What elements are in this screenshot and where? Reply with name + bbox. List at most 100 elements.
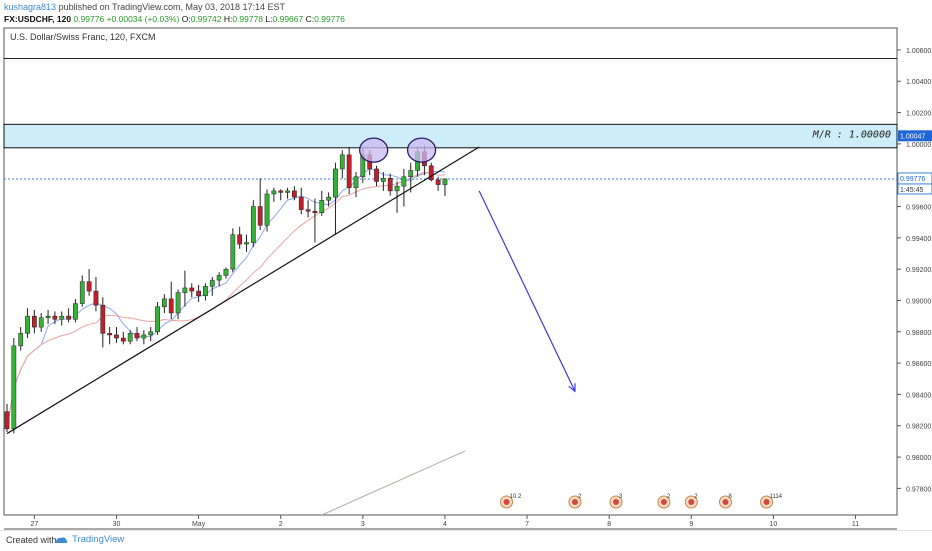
candle-body[interactable] xyxy=(428,165,434,181)
candle-body[interactable] xyxy=(223,268,229,276)
candle-body[interactable] xyxy=(59,315,65,320)
candle-body[interactable] xyxy=(285,190,290,193)
candle-body[interactable] xyxy=(387,178,393,192)
candle-body[interactable] xyxy=(127,333,133,342)
close-value: 0.99776 xyxy=(314,14,345,24)
candle-body[interactable] xyxy=(182,287,188,293)
publish-info: kushagra813 published on TradingView.com… xyxy=(4,2,285,12)
support-trendline[interactable] xyxy=(6,146,480,435)
candle-body[interactable] xyxy=(230,234,236,270)
open-label: O: xyxy=(181,14,191,24)
zone-price-text: 1.00047 xyxy=(900,133,925,140)
candle-body[interactable] xyxy=(38,317,44,328)
zone-label: M/R : 1.00000 xyxy=(812,129,891,140)
candle-body[interactable] xyxy=(148,331,154,336)
double-top-ellipse[interactable] xyxy=(359,137,389,163)
candle-body[interactable] xyxy=(237,234,243,245)
x-tick-label: 2 xyxy=(279,521,283,528)
candle-body[interactable] xyxy=(107,333,113,336)
candle-body[interactable] xyxy=(264,193,270,226)
candle-body[interactable] xyxy=(155,306,160,333)
candle-body[interactable] xyxy=(73,303,78,320)
flag-icon xyxy=(688,499,695,505)
high-label: H: xyxy=(223,14,233,24)
candle-body[interactable] xyxy=(93,290,99,306)
candle-body[interactable] xyxy=(394,185,400,192)
candle-body[interactable] xyxy=(353,176,359,188)
event-count: 2 xyxy=(694,494,698,500)
candle-body[interactable] xyxy=(66,315,71,320)
candle-body[interactable] xyxy=(189,287,195,292)
candle-body[interactable] xyxy=(162,298,167,307)
author-link[interactable]: kushagra813 xyxy=(4,2,57,12)
candle-body[interactable] xyxy=(196,290,201,297)
tradingview-logo-icon xyxy=(55,537,67,543)
candle-body[interactable] xyxy=(244,242,249,245)
plot-area[interactable] xyxy=(3,27,898,516)
candle-body[interactable] xyxy=(52,315,58,320)
candle-body[interactable] xyxy=(298,196,304,210)
candle-body[interactable] xyxy=(100,304,106,334)
flag-icon xyxy=(613,499,620,505)
candle-body[interactable] xyxy=(203,286,208,297)
candle-body[interactable] xyxy=(435,179,441,185)
candle-body[interactable] xyxy=(4,411,10,430)
candle-body[interactable] xyxy=(11,345,17,430)
candle-body[interactable] xyxy=(257,206,263,226)
candle-body[interactable] xyxy=(32,315,37,328)
candle-body[interactable] xyxy=(25,315,30,334)
candle-body[interactable] xyxy=(250,206,256,243)
price-chart[interactable]: U.S. Dollar/Swiss Franc, 120, FXCM M/R : … xyxy=(0,0,932,530)
candle-body[interactable] xyxy=(271,190,277,195)
candle-body[interactable] xyxy=(305,209,311,212)
x-tick-label: 9 xyxy=(689,521,693,528)
projection-arrow[interactable] xyxy=(478,190,576,392)
x-tick-label: 4 xyxy=(443,521,447,528)
y-tick-label: 0.98200 xyxy=(906,424,931,431)
countdown-text: 1:45:45 xyxy=(900,187,923,194)
candle-body[interactable] xyxy=(319,200,325,214)
candle-body[interactable] xyxy=(79,281,85,304)
candle-body[interactable] xyxy=(312,210,318,214)
high-value: 0.99778 xyxy=(232,14,264,24)
candle-body[interactable] xyxy=(346,154,352,188)
open-value: 0.99742 xyxy=(190,14,222,24)
candle-body[interactable] xyxy=(339,154,345,170)
publish-text: published on TradingView.com, May 03, 20… xyxy=(58,2,286,12)
candle-body[interactable] xyxy=(278,190,284,193)
candle-body[interactable] xyxy=(216,275,222,281)
candle-body[interactable] xyxy=(401,176,407,187)
tradingview-brand[interactable]: TradingView xyxy=(72,534,125,545)
countdown-badge xyxy=(897,183,932,195)
double-top-ellipse[interactable] xyxy=(406,137,437,163)
candle-body[interactable] xyxy=(114,334,119,339)
candle-body[interactable] xyxy=(134,333,140,339)
candle-body[interactable] xyxy=(45,315,51,318)
close-label: C: xyxy=(305,14,315,24)
candle-body[interactable] xyxy=(292,190,297,198)
flag-icon xyxy=(722,499,729,505)
candle-body[interactable] xyxy=(18,333,24,347)
candle-body[interactable] xyxy=(380,178,386,182)
symbol-info: FX:USDCHF, 120 0.99776 +0.00034 (+0.03%)… xyxy=(4,14,345,24)
candle-body[interactable] xyxy=(442,178,448,185)
low-label: L: xyxy=(265,14,273,24)
x-tick-label: 8 xyxy=(607,521,611,528)
candle-body[interactable] xyxy=(86,281,92,292)
candle-body[interactable] xyxy=(209,279,215,287)
candle-body[interactable] xyxy=(333,168,338,198)
candle-body[interactable] xyxy=(408,170,414,178)
candle-body[interactable] xyxy=(120,337,126,342)
candle-body[interactable] xyxy=(168,298,174,314)
candle-body[interactable] xyxy=(141,334,147,339)
event-count: 2 xyxy=(578,494,582,500)
y-tick-label: 0.99600 xyxy=(906,205,931,212)
zone-price-badge xyxy=(898,130,932,142)
drawn-line[interactable] xyxy=(321,450,466,516)
candle-body[interactable] xyxy=(326,196,331,201)
resistance-zone[interactable] xyxy=(3,123,898,149)
created-with-text: Created with xyxy=(6,535,57,545)
candle-body[interactable] xyxy=(175,292,181,314)
candle-body[interactable] xyxy=(374,168,379,182)
event-count: 1114 xyxy=(770,494,783,500)
